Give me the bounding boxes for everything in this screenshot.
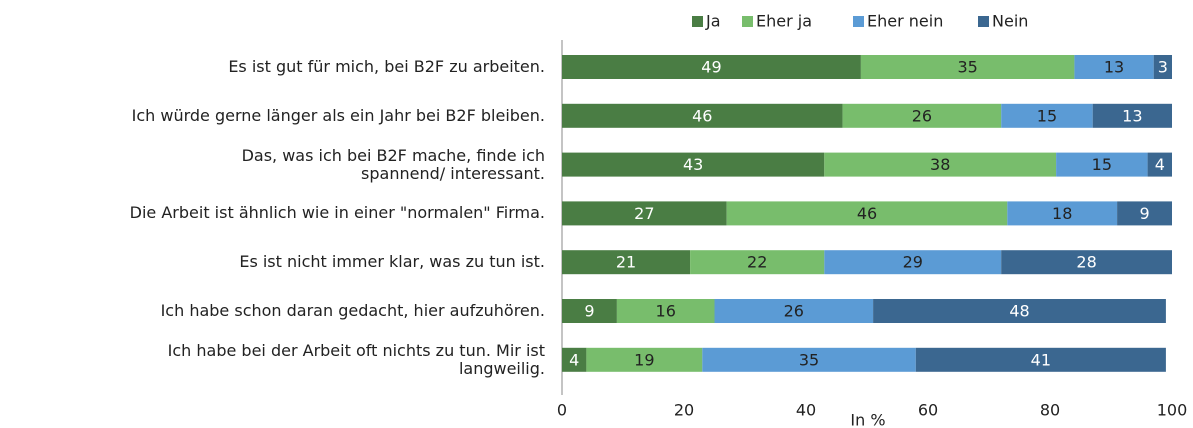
legend-label: Eher ja <box>756 12 812 31</box>
value-label: 35 <box>957 58 977 77</box>
value-label: 49 <box>701 58 721 77</box>
bar-segment <box>1056 152 1148 177</box>
bar-segment <box>562 299 617 323</box>
bar-segment <box>714 299 874 323</box>
bar-segment <box>562 55 861 79</box>
value-label: 43 <box>683 155 703 174</box>
bar-segment <box>824 250 1002 275</box>
value-label: 13 <box>1104 58 1124 77</box>
value-label: 35 <box>799 350 819 369</box>
x-tick-label: 0 <box>557 401 567 420</box>
legend-swatch <box>853 16 864 27</box>
bar-segment <box>586 347 703 372</box>
value-label: 22 <box>747 253 767 272</box>
value-label: 4 <box>1155 155 1165 174</box>
bar-segment <box>690 250 825 275</box>
bar-segment <box>1001 103 1093 128</box>
legend-label: Nein <box>992 12 1028 31</box>
value-label: 38 <box>930 155 950 174</box>
value-label: 26 <box>912 106 932 125</box>
bar-segment <box>860 55 1075 79</box>
category-label: Es ist gut für mich, bei B2F zu arbeiten… <box>228 57 545 76</box>
value-label: 18 <box>1052 204 1072 223</box>
value-label: 21 <box>616 253 636 272</box>
bar-segment <box>842 103 1002 128</box>
x-tick-label: 20 <box>674 401 694 420</box>
value-label: 46 <box>857 204 877 223</box>
bar-segment <box>1092 103 1172 128</box>
bar-segment <box>562 201 727 226</box>
legend-swatch <box>978 16 989 27</box>
category-label: Die Arbeit ist ähnlich wie in einer "nor… <box>129 203 545 223</box>
category-label: Das, was ich bei B2F mache, finde ich sp… <box>241 145 545 183</box>
value-label: 26 <box>784 302 804 321</box>
value-label: 9 <box>584 302 594 321</box>
bar-segment <box>1117 201 1172 226</box>
bar-segment <box>616 299 715 323</box>
bar-segment <box>1001 250 1172 275</box>
category-label: Ich habe bei der Arbeit oft nichts zu tu… <box>167 340 545 378</box>
value-label: 16 <box>656 302 676 321</box>
value-label: 3 <box>1158 58 1168 77</box>
value-label: 29 <box>903 253 923 272</box>
value-label: 19 <box>634 350 654 369</box>
value-label: 41 <box>1031 350 1051 369</box>
bar-segment <box>562 347 587 372</box>
bar-segment <box>873 299 1166 323</box>
bar-segment <box>1153 55 1172 79</box>
legend-label: Eher nein <box>867 12 943 31</box>
x-tick-label: 60 <box>918 401 938 420</box>
legend-swatch <box>692 16 703 27</box>
bar-segment <box>1147 152 1172 177</box>
value-label: 4 <box>569 350 579 369</box>
value-label: 13 <box>1122 106 1142 125</box>
value-label: 46 <box>692 106 712 125</box>
bar-segment <box>1007 201 1118 226</box>
legend-label: Ja <box>705 12 721 31</box>
bar-segment <box>702 347 916 372</box>
x-tick-label: 100 <box>1157 401 1188 420</box>
x-tick-label: 40 <box>796 401 816 420</box>
value-label: 28 <box>1076 253 1096 272</box>
category-label: Ich habe schon daran gedacht, hier aufzu… <box>160 301 545 320</box>
bar-segment <box>726 201 1008 226</box>
bar-segment <box>824 152 1057 177</box>
x-tick-label: 80 <box>1040 401 1060 420</box>
bar-segment <box>562 103 843 128</box>
value-label: 15 <box>1092 155 1112 174</box>
bar-segment <box>915 347 1166 372</box>
bar-segment <box>562 250 691 275</box>
value-label: 48 <box>1009 302 1029 321</box>
x-axis-label: In % <box>850 411 885 428</box>
category-label: Es ist nicht immer klar, was zu tun ist. <box>239 252 545 272</box>
category-label: Ich würde gerne länger als ein Jahr bei … <box>131 105 545 125</box>
value-label: 9 <box>1139 204 1149 223</box>
bar-segment <box>1074 55 1154 79</box>
value-label: 27 <box>634 204 654 223</box>
legend-swatch <box>742 16 753 27</box>
bar-segment <box>562 152 825 177</box>
value-label: 15 <box>1037 106 1057 125</box>
